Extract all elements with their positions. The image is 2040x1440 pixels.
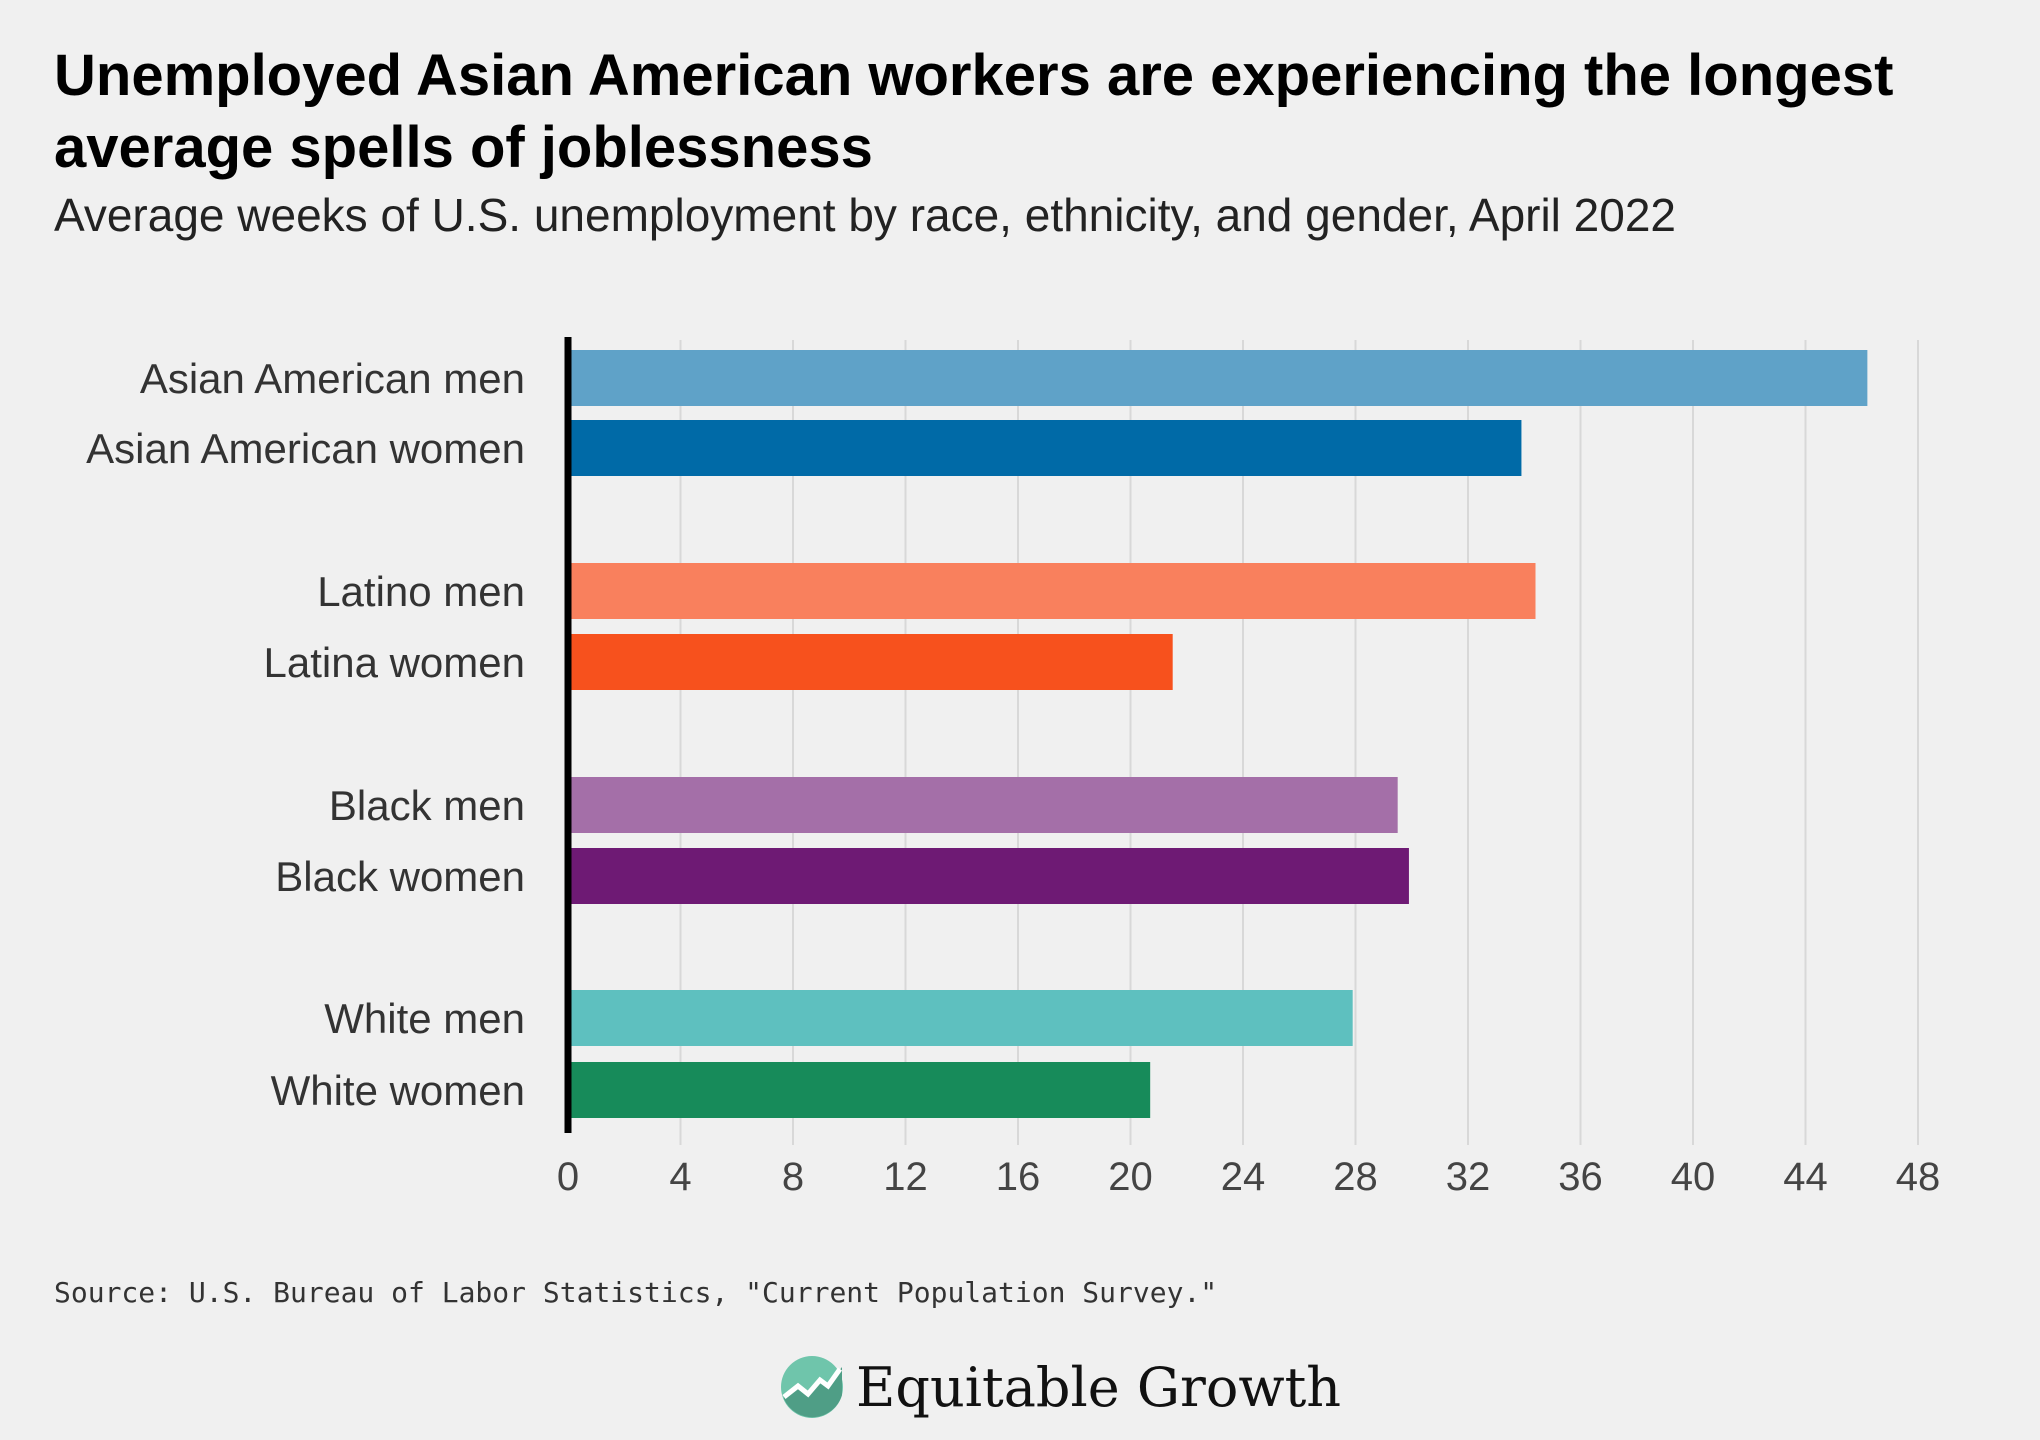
bar — [568, 1062, 1151, 1118]
x-tick-label: 24 — [1221, 1155, 1266, 1199]
category-label: Latino men — [317, 568, 525, 615]
x-tick-label: 32 — [1446, 1155, 1491, 1199]
category-label: Asian American women — [86, 425, 525, 472]
x-tick-label: 28 — [1333, 1155, 1378, 1199]
x-tick-label: 16 — [996, 1155, 1041, 1199]
x-tick-label: 36 — [1558, 1155, 1603, 1199]
x-tick-label: 44 — [1783, 1155, 1828, 1199]
bar — [568, 777, 1398, 833]
source-note: Source: U.S. Bureau of Labor Statistics,… — [54, 1276, 1218, 1309]
bar — [568, 848, 1409, 904]
x-tick-label: 8 — [782, 1155, 804, 1199]
bar — [568, 990, 1353, 1046]
x-tick-label: 0 — [557, 1155, 579, 1199]
chart-subtitle: Average weeks of U.S. unemployment by ra… — [54, 189, 1677, 241]
x-tick-label: 20 — [1108, 1155, 1153, 1199]
x-tick-label: 4 — [669, 1155, 691, 1199]
category-label: Black women — [275, 853, 525, 900]
x-tick-label: 48 — [1896, 1155, 1941, 1199]
category-label: White men — [324, 995, 525, 1042]
x-tick-label: 12 — [883, 1155, 928, 1199]
category-label: Latina women — [264, 639, 526, 686]
bar — [568, 634, 1173, 690]
chart-title: Unemployed Asian American workers are ex… — [54, 43, 1894, 180]
x-tick-label: 40 — [1671, 1155, 1716, 1199]
category-label: Asian American men — [140, 355, 525, 402]
bar — [568, 420, 1522, 476]
logo: Equitable Growth — [780, 1355, 1341, 1419]
bar — [568, 350, 1868, 406]
logo-icon — [781, 1356, 843, 1418]
category-label: Black men — [329, 782, 525, 829]
category-label: White women — [271, 1067, 525, 1114]
bar — [568, 563, 1536, 619]
logo-text: Equitable Growth — [856, 1355, 1342, 1419]
